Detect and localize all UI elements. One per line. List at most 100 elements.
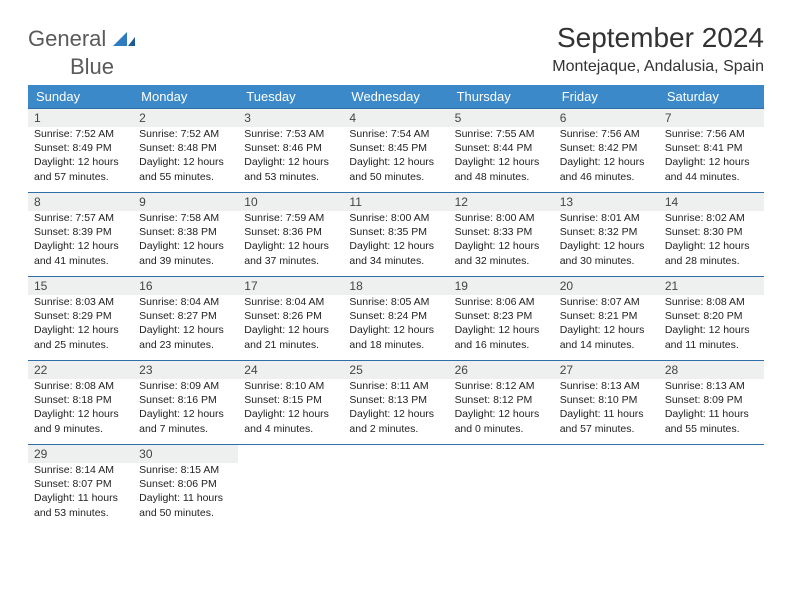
calendar-cell: 20Sunrise: 8:07 AMSunset: 8:21 PMDayligh… <box>554 276 659 360</box>
dow-tuesday: Tuesday <box>238 85 343 108</box>
daylight-line-2: and 14 minutes. <box>560 338 653 352</box>
day-number: 4 <box>343 109 448 127</box>
day-number: 8 <box>28 193 133 211</box>
sunset-line: Sunset: 8:33 PM <box>455 225 548 239</box>
calendar-page: General Blue September 2024 Montejaque, … <box>0 0 792 528</box>
logo-word2: Blue <box>70 54 114 79</box>
sunset-line: Sunset: 8:29 PM <box>34 309 127 323</box>
daylight-line-1: Daylight: 12 hours <box>34 239 127 253</box>
sunset-line: Sunset: 8:26 PM <box>244 309 337 323</box>
daylight-line-2: and 18 minutes. <box>349 338 442 352</box>
daylight-line-2: and 34 minutes. <box>349 254 442 268</box>
sunset-line: Sunset: 8:20 PM <box>665 309 758 323</box>
day-details: Sunrise: 8:15 AMSunset: 8:06 PMDaylight:… <box>133 463 238 526</box>
daylight-line-2: and 55 minutes. <box>665 422 758 436</box>
calendar-cell: 6Sunrise: 7:56 AMSunset: 8:42 PMDaylight… <box>554 108 659 192</box>
sunset-line: Sunset: 8:46 PM <box>244 141 337 155</box>
daylight-line-2: and 57 minutes. <box>34 170 127 184</box>
daylight-line-2: and 53 minutes. <box>244 170 337 184</box>
calendar-cell: 9Sunrise: 7:58 AMSunset: 8:38 PMDaylight… <box>133 192 238 276</box>
sunset-line: Sunset: 8:48 PM <box>139 141 232 155</box>
sunrise-line: Sunrise: 7:58 AM <box>139 211 232 225</box>
header: General Blue September 2024 Montejaque, … <box>28 22 764 79</box>
calendar-cell: 25Sunrise: 8:11 AMSunset: 8:13 PMDayligh… <box>343 360 448 444</box>
daylight-line-2: and 57 minutes. <box>560 422 653 436</box>
sunset-line: Sunset: 8:39 PM <box>34 225 127 239</box>
calendar-cell <box>554 444 659 528</box>
day-details: Sunrise: 7:56 AMSunset: 8:41 PMDaylight:… <box>659 127 764 190</box>
daylight-line-1: Daylight: 12 hours <box>139 407 232 421</box>
day-details: Sunrise: 8:09 AMSunset: 8:16 PMDaylight:… <box>133 379 238 442</box>
calendar-cell: 27Sunrise: 8:13 AMSunset: 8:10 PMDayligh… <box>554 360 659 444</box>
sunrise-line: Sunrise: 8:00 AM <box>349 211 442 225</box>
sunset-line: Sunset: 8:15 PM <box>244 393 337 407</box>
daylight-line-2: and 16 minutes. <box>455 338 548 352</box>
sunset-line: Sunset: 8:27 PM <box>139 309 232 323</box>
calendar-cell: 29Sunrise: 8:14 AMSunset: 8:07 PMDayligh… <box>28 444 133 528</box>
sunrise-line: Sunrise: 8:05 AM <box>349 295 442 309</box>
sunset-line: Sunset: 8:38 PM <box>139 225 232 239</box>
day-details: Sunrise: 8:01 AMSunset: 8:32 PMDaylight:… <box>554 211 659 274</box>
day-details: Sunrise: 8:05 AMSunset: 8:24 PMDaylight:… <box>343 295 448 358</box>
dow-thursday: Thursday <box>449 85 554 108</box>
daylight-line-1: Daylight: 12 hours <box>665 323 758 337</box>
day-details: Sunrise: 8:08 AMSunset: 8:18 PMDaylight:… <box>28 379 133 442</box>
calendar-cell: 18Sunrise: 8:05 AMSunset: 8:24 PMDayligh… <box>343 276 448 360</box>
sunset-line: Sunset: 8:41 PM <box>665 141 758 155</box>
day-details: Sunrise: 8:08 AMSunset: 8:20 PMDaylight:… <box>659 295 764 358</box>
calendar-cell: 7Sunrise: 7:56 AMSunset: 8:41 PMDaylight… <box>659 108 764 192</box>
sunrise-line: Sunrise: 8:13 AM <box>665 379 758 393</box>
day-details: Sunrise: 7:52 AMSunset: 8:48 PMDaylight:… <box>133 127 238 190</box>
day-number: 14 <box>659 193 764 211</box>
day-number: 15 <box>28 277 133 295</box>
day-details: Sunrise: 7:54 AMSunset: 8:45 PMDaylight:… <box>343 127 448 190</box>
daylight-line-2: and 50 minutes. <box>349 170 442 184</box>
daylight-line-2: and 44 minutes. <box>665 170 758 184</box>
day-number: 12 <box>449 193 554 211</box>
day-number: 28 <box>659 361 764 379</box>
sunrise-line: Sunrise: 7:57 AM <box>34 211 127 225</box>
daylight-line-1: Daylight: 12 hours <box>34 155 127 169</box>
sunrise-line: Sunrise: 8:09 AM <box>139 379 232 393</box>
location: Montejaque, Andalusia, Spain <box>552 58 764 76</box>
calendar-cell: 24Sunrise: 8:10 AMSunset: 8:15 PMDayligh… <box>238 360 343 444</box>
day-number: 25 <box>343 361 448 379</box>
daylight-line-2: and 11 minutes. <box>665 338 758 352</box>
daylight-line-2: and 50 minutes. <box>139 506 232 520</box>
day-details: Sunrise: 8:04 AMSunset: 8:27 PMDaylight:… <box>133 295 238 358</box>
sunset-line: Sunset: 8:42 PM <box>560 141 653 155</box>
calendar-cell: 10Sunrise: 7:59 AMSunset: 8:36 PMDayligh… <box>238 192 343 276</box>
calendar-header-row: Sunday Monday Tuesday Wednesday Thursday… <box>28 85 764 108</box>
calendar-cell: 11Sunrise: 8:00 AMSunset: 8:35 PMDayligh… <box>343 192 448 276</box>
sunrise-line: Sunrise: 8:06 AM <box>455 295 548 309</box>
sunrise-line: Sunrise: 8:08 AM <box>34 379 127 393</box>
daylight-line-1: Daylight: 12 hours <box>139 323 232 337</box>
calendar-cell: 13Sunrise: 8:01 AMSunset: 8:32 PMDayligh… <box>554 192 659 276</box>
sunrise-line: Sunrise: 7:52 AM <box>34 127 127 141</box>
dow-saturday: Saturday <box>659 85 764 108</box>
daylight-line-2: and 32 minutes. <box>455 254 548 268</box>
day-details: Sunrise: 8:10 AMSunset: 8:15 PMDaylight:… <box>238 379 343 442</box>
calendar-cell: 17Sunrise: 8:04 AMSunset: 8:26 PMDayligh… <box>238 276 343 360</box>
day-number: 16 <box>133 277 238 295</box>
sunset-line: Sunset: 8:16 PM <box>139 393 232 407</box>
sunset-line: Sunset: 8:10 PM <box>560 393 653 407</box>
calendar-cell: 19Sunrise: 8:06 AMSunset: 8:23 PMDayligh… <box>449 276 554 360</box>
daylight-line-2: and 0 minutes. <box>455 422 548 436</box>
day-number: 5 <box>449 109 554 127</box>
sunrise-line: Sunrise: 8:11 AM <box>349 379 442 393</box>
daylight-line-1: Daylight: 12 hours <box>139 239 232 253</box>
day-details: Sunrise: 8:06 AMSunset: 8:23 PMDaylight:… <box>449 295 554 358</box>
title-block: September 2024 Montejaque, Andalusia, Sp… <box>552 22 764 76</box>
sunset-line: Sunset: 8:24 PM <box>349 309 442 323</box>
sunrise-line: Sunrise: 7:59 AM <box>244 211 337 225</box>
day-details: Sunrise: 8:04 AMSunset: 8:26 PMDaylight:… <box>238 295 343 358</box>
day-details: Sunrise: 7:53 AMSunset: 8:46 PMDaylight:… <box>238 127 343 190</box>
daylight-line-1: Daylight: 11 hours <box>560 407 653 421</box>
dow-wednesday: Wednesday <box>343 85 448 108</box>
day-number: 27 <box>554 361 659 379</box>
day-details: Sunrise: 7:55 AMSunset: 8:44 PMDaylight:… <box>449 127 554 190</box>
daylight-line-2: and 9 minutes. <box>34 422 127 436</box>
sunrise-line: Sunrise: 7:56 AM <box>665 127 758 141</box>
sunset-line: Sunset: 8:32 PM <box>560 225 653 239</box>
